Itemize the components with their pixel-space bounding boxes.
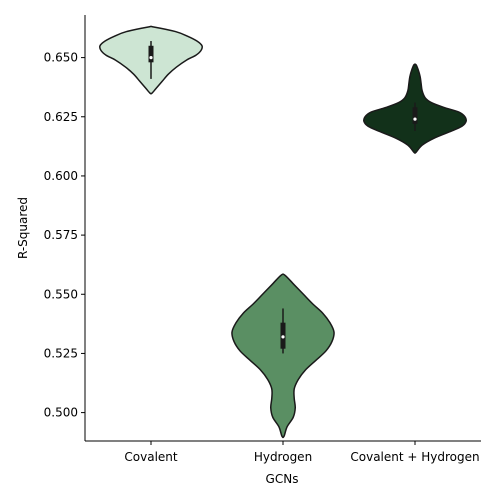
x-tick-label: Covalent [124,450,177,464]
violin-group [98,25,467,439]
x-tick-label: Hydrogen [254,450,312,464]
violin-iqr-box [148,45,154,63]
y-axis: 0.500 0.525 0.550 0.575 0.600 0.625 0.650 [44,15,86,441]
x-axis: Covalent Hydrogen Covalent + Hydrogen [85,440,481,464]
x-tick-label: Covalent + Hydrogen [350,450,479,464]
y-tick-label: 0.550 [44,287,78,301]
y-tick-label: 0.650 [44,51,78,65]
violin-median [149,56,153,60]
y-tick-label: 0.500 [44,406,78,420]
y-tick-label: 0.575 [44,228,78,242]
y-tick-label: 0.625 [44,110,78,124]
violin-median [281,335,285,339]
y-tick-label: 0.525 [44,346,78,360]
y-tick-label: 0.600 [44,169,78,183]
violin-body [231,273,335,439]
violin-iqr-box [412,107,418,124]
x-axis-title: GCNs [266,472,299,486]
violin-median [413,117,417,121]
y-axis-title: R-Squared [16,197,30,259]
